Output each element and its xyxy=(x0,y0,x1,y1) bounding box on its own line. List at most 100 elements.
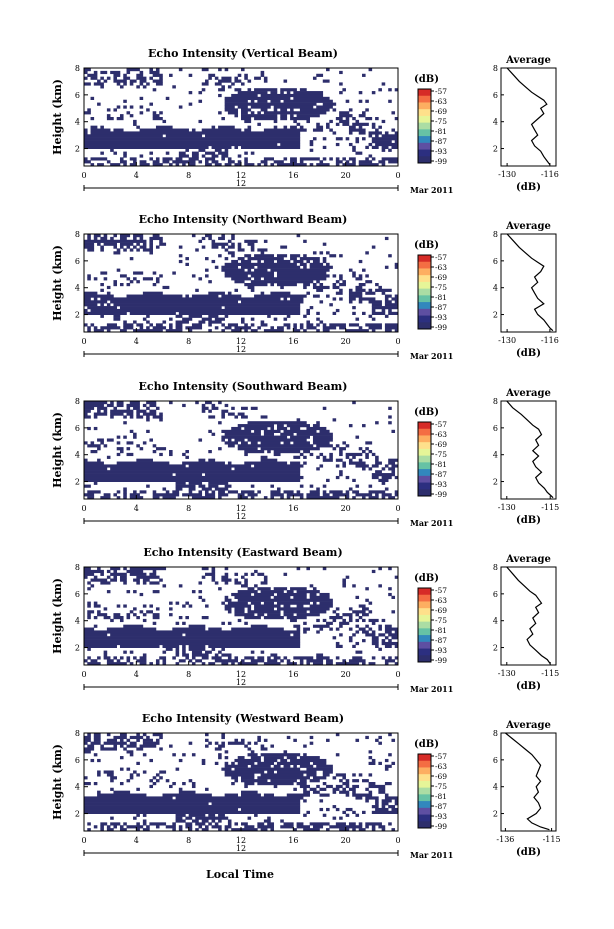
heatmap-cell xyxy=(221,329,225,333)
heatmap-cell xyxy=(273,764,281,768)
heatmap-cell xyxy=(306,567,310,571)
heatmap-cell xyxy=(136,733,140,737)
heatmap-cell xyxy=(270,828,275,832)
heatmap-cell xyxy=(126,767,131,771)
heatmap-cell xyxy=(133,613,137,617)
heatmap-cell xyxy=(84,76,88,80)
heatmap-cell xyxy=(84,441,88,445)
heatmap-cell xyxy=(84,68,91,72)
heatmap-cell xyxy=(322,813,327,817)
heatmap-cell xyxy=(178,245,183,249)
heatmap-cell xyxy=(267,613,281,617)
heatmap-cell xyxy=(100,581,111,585)
heatmap-cell xyxy=(84,131,88,135)
heatmap-cell xyxy=(319,160,324,164)
heatmap-cell xyxy=(155,773,160,777)
heatmap-cell xyxy=(208,450,212,454)
heatmap-cell xyxy=(348,297,356,301)
heatmap-cell xyxy=(394,88,399,92)
heatmap-cell xyxy=(348,131,353,135)
heatmap-cell xyxy=(126,452,134,457)
heatmap-cell xyxy=(322,493,330,497)
heatmap-cell xyxy=(116,447,124,451)
heatmap-cell xyxy=(375,644,379,648)
heatmap-cell xyxy=(355,140,360,144)
x-tick-label: 0 xyxy=(81,504,86,513)
heatmap-cell xyxy=(218,819,222,823)
heatmap-cell xyxy=(208,280,212,284)
y-tick-label: 2 xyxy=(75,644,80,653)
average-y-tick-label: 6 xyxy=(493,590,498,599)
heatmap-cell xyxy=(293,329,301,333)
heatmap-cell xyxy=(280,496,284,500)
y-tick-label: 4 xyxy=(75,118,80,127)
heatmap-cell xyxy=(208,481,229,485)
heatmap-cell xyxy=(224,271,275,275)
heatmap-cell xyxy=(152,88,157,92)
heatmap-cell xyxy=(165,134,203,138)
colorbar-segment xyxy=(418,109,431,117)
heatmap-cell xyxy=(254,813,258,817)
heatmap-cell xyxy=(241,111,248,115)
heatmap-cell xyxy=(149,779,153,783)
heatmap-cell xyxy=(381,291,386,295)
heatmap-cell xyxy=(116,461,170,465)
heatmap-cell xyxy=(227,490,239,494)
heatmap-cell xyxy=(119,245,124,249)
x-axis-label: Local Time xyxy=(206,868,274,881)
heatmap-cell xyxy=(303,329,307,333)
heatmap-cell xyxy=(365,117,373,121)
heatmap-cell xyxy=(339,326,346,330)
heatmap-cell xyxy=(352,644,356,648)
heatmap-cell xyxy=(152,569,157,574)
heatmap-cell xyxy=(116,435,121,439)
heatmap-cell xyxy=(280,758,288,763)
heatmap-cell xyxy=(110,618,114,623)
colorbar-tick-label: -99 xyxy=(435,490,447,499)
heatmap-cell xyxy=(355,641,360,646)
heatmap-cell xyxy=(329,616,343,620)
heatmap-cell xyxy=(84,738,91,742)
heatmap-cell xyxy=(326,662,333,666)
heatmap-cell xyxy=(339,111,350,115)
heatmap-cell xyxy=(90,578,108,582)
heatmap-cell xyxy=(195,248,199,252)
heatmap-cell xyxy=(257,259,261,264)
heatmap-cell xyxy=(250,280,314,284)
heatmap-cell xyxy=(221,234,225,238)
heatmap-cell xyxy=(224,750,229,754)
heatmap-cell xyxy=(188,487,196,491)
heatmap-cell xyxy=(227,461,232,465)
average-y-tick-label: 4 xyxy=(493,284,498,293)
heatmap-cell xyxy=(303,828,320,832)
heatmap-cell xyxy=(368,662,376,666)
heatmap-cell xyxy=(201,758,206,763)
heatmap-cell xyxy=(208,644,301,648)
average-y-tick-label: 8 xyxy=(493,64,498,73)
heatmap-cell xyxy=(84,750,91,754)
heatmap-cell xyxy=(322,79,330,83)
heatmap-cell xyxy=(113,76,118,80)
heatmap-cell xyxy=(339,816,343,820)
heatmap-cell xyxy=(283,99,333,103)
heatmap-cell xyxy=(133,119,137,124)
heatmap-cell xyxy=(119,306,222,310)
heatmap-cell xyxy=(87,234,91,238)
heatmap-cell xyxy=(208,76,212,80)
heatmap-cell xyxy=(378,790,386,794)
heatmap-cell xyxy=(136,125,140,129)
heatmap-cell xyxy=(84,627,95,631)
heatmap-cell xyxy=(270,283,275,287)
heatmap-cell xyxy=(371,656,376,660)
heatmap-cell xyxy=(100,326,121,330)
heatmap-cell xyxy=(250,248,255,252)
average-line xyxy=(506,566,551,665)
heatmap-cell xyxy=(299,484,304,488)
heatmap-cell xyxy=(293,624,301,628)
colorbar-segment xyxy=(418,455,431,463)
heatmap-cell xyxy=(358,458,363,462)
heatmap-cell xyxy=(280,285,284,290)
heatmap-cell xyxy=(273,108,278,112)
heatmap-cell xyxy=(129,741,137,745)
heatmap-cell xyxy=(332,108,337,112)
